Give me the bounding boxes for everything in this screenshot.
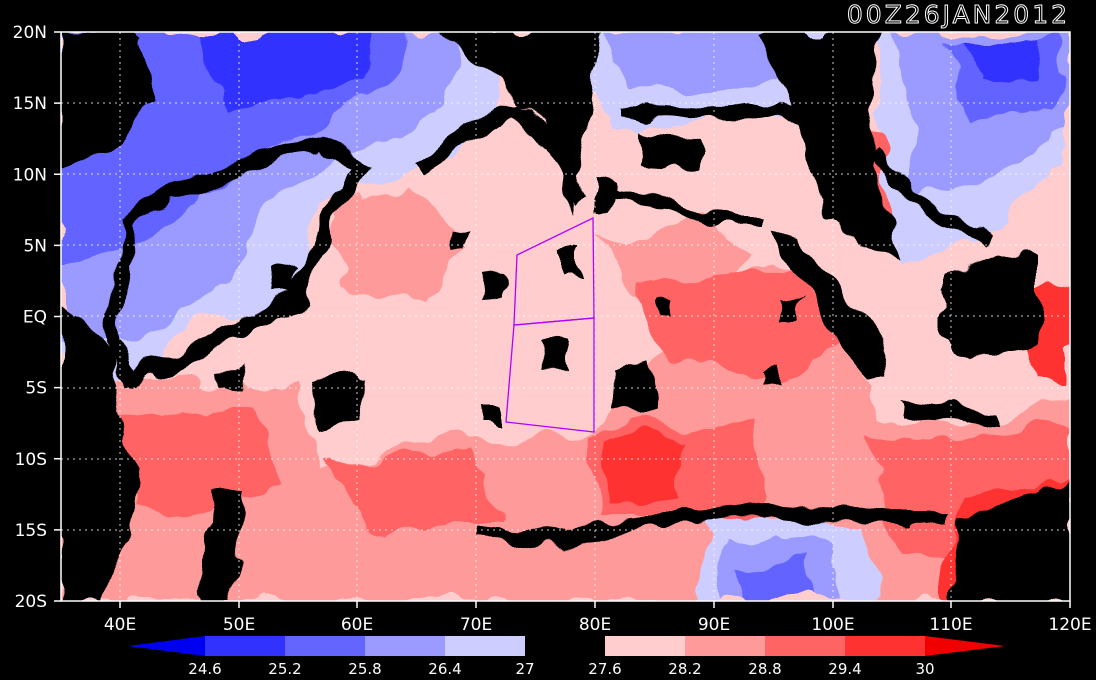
colorbar-segment xyxy=(605,636,685,656)
lon-tick-label: 40E xyxy=(104,615,136,635)
land-arabia-africa xyxy=(61,32,160,170)
colorbar-level-label: 27.6 xyxy=(588,660,621,678)
colorbar-segment xyxy=(285,636,365,656)
colorbar-segment xyxy=(365,636,445,656)
lat-tick-label: 20S xyxy=(15,592,47,612)
colorbar-arrow-low xyxy=(128,636,205,656)
analysis-box-south xyxy=(505,317,595,433)
analysis-boxes xyxy=(505,216,595,433)
colorbar-segment xyxy=(445,636,525,656)
land-sumatra xyxy=(770,230,890,380)
lat-tick-label: 5N xyxy=(23,236,47,256)
colorbar-level-label: 28.2 xyxy=(668,660,701,678)
colorbar-level-label: 28.8 xyxy=(748,660,781,678)
colorbar-segment xyxy=(845,636,925,656)
colorbar-level-label: 27 xyxy=(515,660,534,678)
lat-tick-label: 10N xyxy=(13,165,47,185)
lon-tick-label: 50E xyxy=(223,615,255,635)
colorbar: 24.6 25.2 25.8 26.4 27 27.6 28.2 28.8 29.4 30 xyxy=(128,636,1005,678)
sst-band-30 xyxy=(600,435,680,505)
sst-field xyxy=(61,32,1070,601)
land-java xyxy=(900,400,1000,425)
colorbar-segment xyxy=(205,636,285,656)
lon-tick-label: 80E xyxy=(579,615,611,635)
map-timestamp-title: 00Z26JAN2012 xyxy=(846,0,1070,30)
lat-tick-label: 20N xyxy=(13,23,47,43)
colorbar-arrow-high xyxy=(925,636,1005,656)
lat-lon-grid xyxy=(61,32,1070,601)
colorbar-level-label: 25.2 xyxy=(268,660,301,678)
lat-tick-label: 5S xyxy=(25,379,47,399)
lat-tick-label: 10S xyxy=(15,450,47,470)
lat-tick-label: EQ xyxy=(23,308,47,328)
lat-tick-label: 15N xyxy=(13,94,47,114)
land-borneo xyxy=(940,250,1040,360)
lon-tick-label: 110E xyxy=(929,615,972,635)
colorbar-level-label: 24.6 xyxy=(188,660,221,678)
colorbar-level-label: 30 xyxy=(915,660,934,678)
lon-tick-label: 120E xyxy=(1048,615,1091,635)
lon-tick-label: 100E xyxy=(811,615,854,635)
lon-tick-label: 70E xyxy=(460,615,492,635)
colorbar-level-label: 25.8 xyxy=(348,660,381,678)
colorbar-segment xyxy=(685,636,765,656)
colorbar-segment xyxy=(525,636,605,656)
lon-tick-label: 90E xyxy=(698,615,730,635)
colorbar-level-label: 26.4 xyxy=(428,660,461,678)
land-madagascar xyxy=(200,485,245,601)
colorbar-level-label: 29.4 xyxy=(828,660,861,678)
longitude-axis: 40E 50E 60E 70E 80E 90E 100E 110E 120E xyxy=(104,601,1092,635)
colorbar-segment xyxy=(765,636,845,656)
land-australia xyxy=(950,480,1070,601)
land-southeast-asia xyxy=(760,32,900,260)
lat-tick-label: 15S xyxy=(15,521,47,541)
latitude-axis: 20N 15N 10N 5N EQ 5S 10S 15S 20S xyxy=(13,23,61,612)
lon-tick-label: 60E xyxy=(341,615,373,635)
